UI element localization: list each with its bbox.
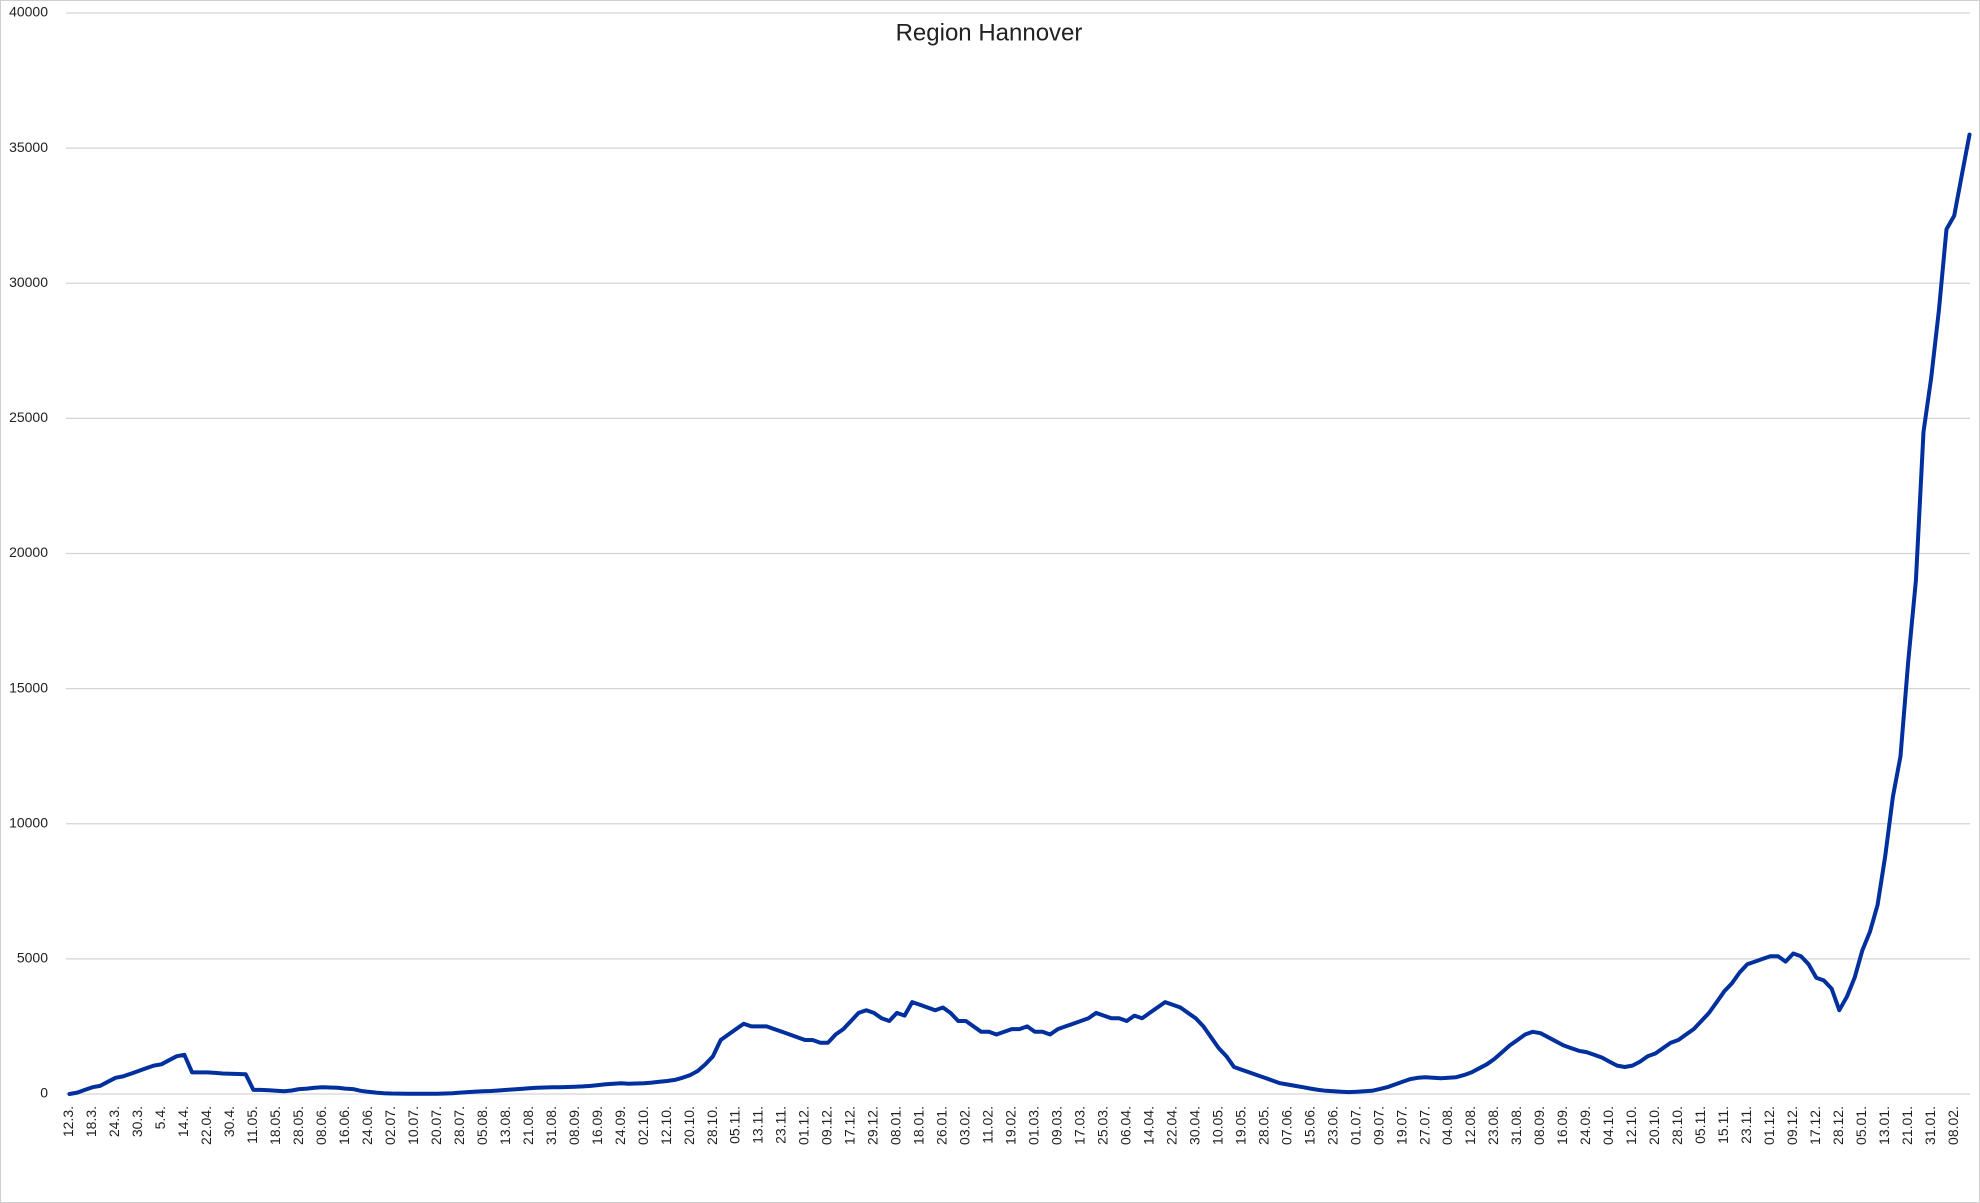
y-tick-label: 40000 [9,4,48,20]
x-tick-label: 09.12. [819,1106,835,1145]
x-tick-label: 24.09. [1577,1106,1593,1145]
y-tick-label: 15000 [9,679,48,695]
x-tick-label: 25.03. [1094,1106,1110,1145]
x-tick-label: 13.11. [750,1106,766,1144]
x-tick-label: 02.07. [382,1106,398,1145]
x-tick-label: 20.07. [428,1106,444,1145]
x-tick-label: 09.12. [1784,1106,1800,1145]
x-tick-label: 07.06. [1278,1106,1294,1145]
x-tick-label: 08.02. [1945,1106,1961,1145]
x-tick-label: 16.09. [589,1106,605,1145]
x-tick-label: 05.11. [1692,1106,1708,1144]
x-tick-label: 28.05. [1255,1106,1271,1145]
x-tick-label: 19.07. [1393,1106,1409,1145]
x-tick-label: 09.03. [1049,1106,1065,1145]
x-tick-label: 08.09. [566,1106,582,1145]
x-tick-label: 24.3. [106,1106,122,1137]
x-tick-label: 03.02. [957,1106,973,1145]
y-tick-label: 0 [40,1085,48,1101]
x-tick-label: 30.4. [221,1106,237,1137]
x-tick-label: 01.07. [1347,1106,1363,1145]
x-tick-label: 5.4. [152,1106,168,1129]
x-tick-label: 08.01. [888,1106,904,1145]
x-tick-label: 11.02. [980,1106,996,1144]
x-tick-label: 10.07. [405,1106,421,1145]
x-tick-label: 14.04. [1140,1106,1156,1145]
x-tick-label: 20.10. [681,1106,697,1145]
x-tick-label: 28.10. [704,1106,720,1145]
x-tick-label: 17.12. [1807,1106,1823,1145]
x-tick-label: 30.3. [129,1106,145,1137]
data-line [67,132,1972,1096]
x-tick-label: 24.06. [359,1106,375,1145]
x-tick-label: 06.04. [1117,1106,1133,1145]
x-tick-label: 01.12. [796,1106,812,1145]
x-tick-label: 12.10. [1623,1106,1639,1145]
x-tick-label: 05.01. [1853,1106,1869,1145]
x-tick-label: 19.05. [1232,1106,1248,1145]
x-tick-label: 16.09. [1554,1106,1570,1145]
y-tick-label: 20000 [9,544,48,560]
x-tick-label: 04.08. [1439,1106,1455,1145]
x-tick-label: 26.01. [934,1106,950,1145]
x-tick-label: 11.05. [244,1106,260,1144]
x-tick-label: 19.02. [1003,1106,1019,1145]
x-tick-label: 18.3. [83,1106,99,1137]
x-tick-label: 28.10. [1669,1106,1685,1145]
x-tick-label: 23.11. [1738,1106,1754,1144]
x-tick-label: 17.12. [842,1106,858,1145]
x-tick-label: 31.08. [543,1106,559,1145]
y-tick-label: 5000 [17,950,48,966]
x-tick-label: 05.08. [474,1106,490,1145]
chart-title: Region Hannover [896,19,1083,46]
x-tick-label: 15.06. [1301,1106,1317,1145]
x-tick-label: 12.08. [1462,1106,1478,1145]
x-tick-label: 30.04. [1186,1106,1202,1145]
y-tick-label: 10000 [9,814,48,830]
x-tick-label: 20.10. [1646,1106,1662,1145]
x-tick-label: 13.01. [1876,1106,1892,1145]
x-tick-label: 28.07. [451,1106,467,1145]
x-tick-label: 14.4. [175,1106,191,1137]
x-tick-label: 23.08. [1485,1106,1501,1145]
x-tick-label: 22.04. [1163,1106,1179,1145]
x-tick-label: 17.03. [1071,1106,1087,1145]
x-tick-label: 02.10. [635,1106,651,1145]
x-tick-label: 18.01. [911,1106,927,1145]
x-tick-label: 04.10. [1600,1106,1616,1145]
x-tick-label: 08.09. [1531,1106,1547,1145]
x-tick-label: 12.3. [60,1106,76,1137]
x-tick-label: 21.08. [520,1106,536,1145]
x-tick-label: 21.01. [1899,1106,1915,1145]
x-tick-label: 08.06. [313,1106,329,1145]
y-tick-label: 30000 [9,274,48,290]
x-tick-label: 31.01. [1922,1106,1938,1145]
x-tick-label: 24.09. [612,1106,628,1145]
x-tick-label: 28.12. [1830,1106,1846,1145]
x-tick-label: 01.12. [1761,1106,1777,1145]
y-tick-label: 35000 [9,139,48,155]
x-tick-label: 16.06. [336,1106,352,1145]
x-tick-label: 22.04. [198,1106,214,1145]
x-tick-label: 05.11. [727,1106,743,1144]
x-tick-label: 12.10. [658,1106,674,1145]
x-tick-label: 18.05. [267,1106,283,1145]
y-tick-label: 25000 [9,409,48,425]
x-tick-label: 09.07. [1370,1106,1386,1145]
x-tick-label: 01.03. [1026,1106,1042,1145]
x-tick-label: 15.11. [1715,1106,1731,1144]
x-tick-label: 28.05. [290,1106,306,1145]
x-tick-label: 10.05. [1209,1106,1225,1145]
x-tick-label: 29.12. [865,1106,881,1145]
x-tick-label: 31.08. [1508,1106,1524,1145]
x-tick-label: 27.07. [1416,1106,1432,1145]
x-tick-label: 23.11. [773,1106,789,1144]
x-tick-label: 13.08. [497,1106,513,1145]
x-tick-label: 23.06. [1324,1106,1340,1145]
